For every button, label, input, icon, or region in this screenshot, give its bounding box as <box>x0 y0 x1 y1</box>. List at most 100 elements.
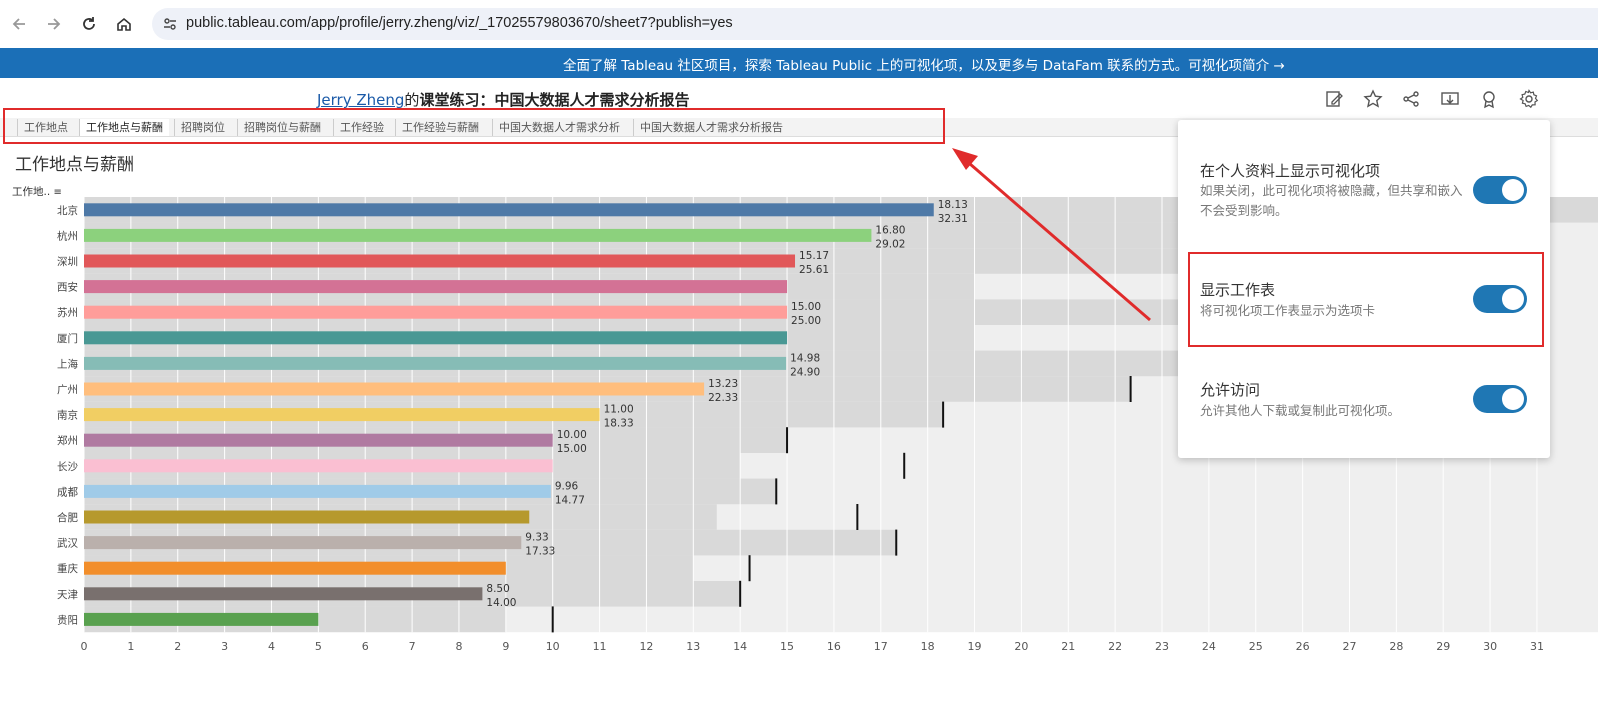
edit-icon[interactable] <box>1323 88 1345 110</box>
url-text: public.tableau.com/app/profile/jerry.zhe… <box>186 15 733 31</box>
back-icon[interactable] <box>5 10 33 38</box>
category-label: 长沙 <box>57 461 78 473</box>
x-tick-label: 16 <box>827 640 841 653</box>
x-tick-label: 0 <box>81 640 88 653</box>
x-tick-label: 27 <box>1342 640 1356 653</box>
category-label: 重庆 <box>57 562 78 575</box>
category-label: 北京 <box>57 204 78 217</box>
category-label: 广州 <box>57 384 78 396</box>
bar <box>84 587 483 601</box>
category-label: 成都 <box>57 486 78 498</box>
value-label: 18.13 <box>938 199 968 211</box>
toggle-show-on-profile[interactable] <box>1473 176 1527 204</box>
x-tick-label: 17 <box>874 640 888 653</box>
x-tick-label: 31 <box>1530 640 1544 653</box>
x-tick-label: 26 <box>1296 640 1310 653</box>
x-tick-label: 7 <box>409 640 416 653</box>
bar <box>84 203 934 217</box>
author-suffix: 的 <box>404 91 420 109</box>
x-tick-label: 1 <box>127 640 134 653</box>
upper-value-label: 17.33 <box>525 546 555 558</box>
x-tick-label: 11 <box>593 640 607 653</box>
x-tick-label: 21 <box>1061 640 1075 653</box>
bar <box>84 561 506 575</box>
x-tick-label: 6 <box>362 640 369 653</box>
bar <box>84 280 788 294</box>
bar <box>84 536 522 550</box>
forward-icon[interactable] <box>40 10 68 38</box>
x-tick-label: 20 <box>1014 640 1028 653</box>
toggle-allow-access[interactable] <box>1473 385 1527 413</box>
settings-gear-icon[interactable] <box>1518 88 1540 110</box>
community-banner: 全面了解 Tableau 社区项目，探索 Tableau Public 上的可视… <box>0 48 1598 78</box>
x-tick-label: 18 <box>921 640 935 653</box>
home-icon[interactable] <box>110 10 138 38</box>
upper-value-label: 14.77 <box>555 494 585 506</box>
upper-value-label: 29.02 <box>875 238 905 250</box>
download-icon[interactable] <box>1439 88 1461 110</box>
badge-icon[interactable] <box>1478 88 1500 110</box>
annotation-box-tabs <box>3 108 945 144</box>
site-info-icon[interactable] <box>162 16 178 36</box>
x-tick-label: 8 <box>455 640 462 653</box>
annotation-box-show-sheets <box>1188 252 1544 347</box>
upper-value-label: 15.00 <box>557 443 587 455</box>
setting-title: 允许访问 <box>1200 381 1261 399</box>
settings-panel: 在个人资料上显示可视化项 如果关闭，此可视化项将被隐藏，但共享和嵌入不会受到影响… <box>1178 120 1550 458</box>
bar <box>84 305 788 319</box>
upper-value-label: 14.00 <box>486 597 516 609</box>
value-label: 13.23 <box>708 378 738 390</box>
tab-bigdata-demand-analysis[interactable]: 中国大数据人才需求分析 <box>492 119 626 136</box>
value-label: 14.98 <box>790 352 820 364</box>
tab-recruit-position[interactable]: 招聘岗位 <box>174 119 231 136</box>
value-label: 9.33 <box>525 532 548 544</box>
share-icon[interactable] <box>1400 88 1422 110</box>
bar <box>84 484 551 498</box>
category-label: 苏州 <box>57 306 78 319</box>
x-tick-label: 5 <box>315 640 322 653</box>
category-label: 上海 <box>57 357 78 370</box>
category-label: 深圳 <box>57 256 78 268</box>
tab-work-location[interactable]: 工作地点 <box>17 119 74 136</box>
sort-icon[interactable]: ≡ <box>53 187 62 198</box>
browser-toolbar: public.tableau.com/app/profile/jerry.zhe… <box>0 0 1598 48</box>
bar <box>84 254 796 268</box>
viz-title: Jerry Zheng的课堂练习：中国大数据人才需求分析报告 <box>317 89 689 110</box>
viz-title-text: 课堂练习：中国大数据人才需求分析报告 <box>419 91 690 109</box>
bar <box>84 356 787 370</box>
x-tick-label: 3 <box>221 640 228 653</box>
bar <box>84 382 705 396</box>
category-label: 杭州 <box>57 229 78 242</box>
address-bar[interactable]: public.tableau.com/app/profile/jerry.zhe… <box>152 8 1598 40</box>
upper-value-label: 18.33 <box>604 418 634 430</box>
setting-title: 显示工作表 <box>1200 281 1276 299</box>
banner-text[interactable]: 全面了解 Tableau 社区项目，探索 Tableau Public 上的可视… <box>563 58 1285 74</box>
category-label: 贵阳 <box>57 613 78 626</box>
category-label: 南京 <box>57 409 78 422</box>
sheet-title: 工作地点与薪酬 <box>15 155 134 175</box>
toggle-knob <box>1502 179 1524 201</box>
x-tick-label: 28 <box>1389 640 1403 653</box>
reload-icon[interactable] <box>75 10 103 38</box>
x-tick-label: 15 <box>780 640 794 653</box>
x-tick-label: 12 <box>639 640 653 653</box>
toggle-show-sheets[interactable] <box>1473 285 1527 313</box>
x-tick-label: 14 <box>733 640 747 653</box>
category-label: 郑州 <box>57 434 78 447</box>
axis-header-label: 工作地.. <box>12 186 51 198</box>
category-label: 厦门 <box>57 332 78 345</box>
axis-header: 工作地.. ≡ <box>12 184 62 199</box>
tab-recruit-position-salary[interactable]: 招聘岗位与薪酬 <box>237 119 327 136</box>
favorite-star-icon[interactable] <box>1362 88 1384 110</box>
category-label: 合肥 <box>57 511 78 524</box>
bar <box>84 459 553 473</box>
author-link[interactable]: Jerry Zheng <box>317 91 405 109</box>
tab-bigdata-demand-report[interactable]: 中国大数据人才需求分析报告 <box>633 119 789 136</box>
tab-work-experience[interactable]: 工作经验 <box>333 119 390 136</box>
upper-value-label: 25.00 <box>791 315 821 327</box>
setting-desc: 将可视化项工作表显示为选项卡 <box>1200 303 1376 318</box>
tab-work-location-salary[interactable]: 工作地点与薪酬 <box>79 119 169 136</box>
x-tick-label: 22 <box>1108 640 1122 653</box>
upper-value-label: 22.33 <box>708 392 738 404</box>
tab-work-experience-salary[interactable]: 工作经验与薪酬 <box>395 119 485 136</box>
